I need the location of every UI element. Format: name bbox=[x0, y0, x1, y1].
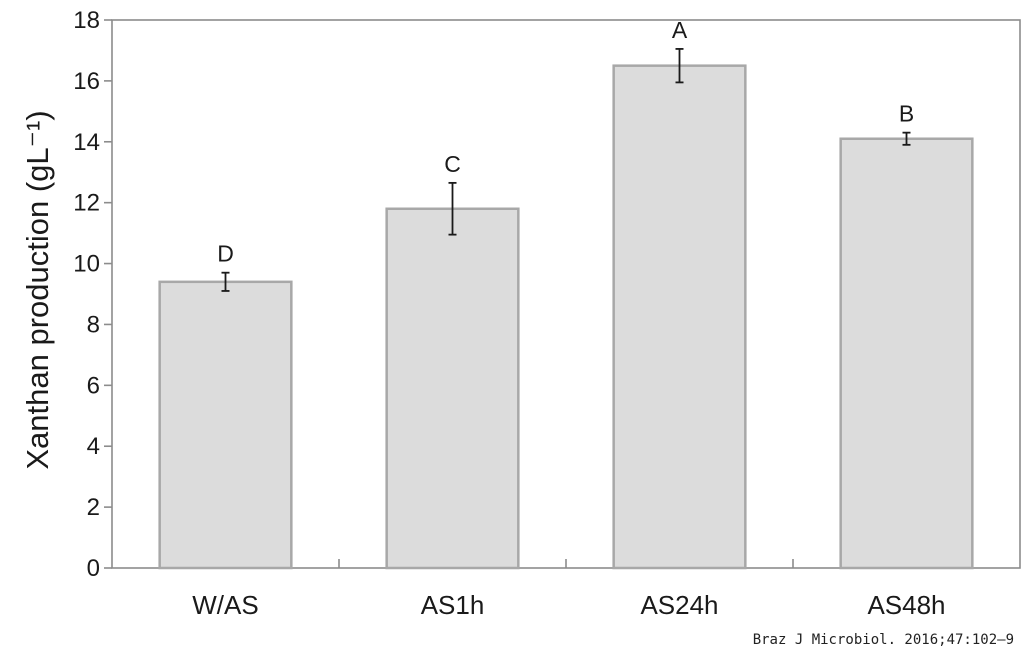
bar-w-as bbox=[158, 280, 293, 570]
error-bars bbox=[221, 48, 911, 292]
error-bar bbox=[902, 131, 911, 146]
significance-letter: B bbox=[899, 101, 914, 127]
y-tick-label: 12 bbox=[73, 190, 100, 217]
x-category-label: W/AS bbox=[192, 590, 258, 620]
x-category-label: AS24h bbox=[640, 590, 718, 620]
bar-as1h bbox=[385, 207, 520, 570]
x-category-label: AS1h bbox=[421, 590, 485, 620]
y-tick-label: 6 bbox=[87, 372, 100, 399]
error-bar bbox=[675, 48, 684, 84]
y-tick-label: 18 bbox=[73, 7, 100, 34]
x-category-label: AS48h bbox=[867, 590, 945, 620]
significance-letter: C bbox=[444, 151, 461, 177]
citation: Braz J Microbiol. 2016;47:102–9 bbox=[752, 632, 1014, 648]
significance-letter: D bbox=[217, 241, 234, 267]
bars bbox=[158, 64, 974, 570]
y-tick-label: 2 bbox=[87, 494, 100, 521]
y-tick-label: 4 bbox=[87, 433, 100, 460]
bar-as48h bbox=[839, 137, 974, 570]
y-tick-label: 16 bbox=[73, 68, 100, 95]
y-tick-label: 8 bbox=[87, 311, 100, 338]
error-bar bbox=[221, 271, 230, 292]
y-axis-label: Xanthan production (gL⁻¹) bbox=[20, 110, 55, 469]
error-bar bbox=[448, 181, 457, 236]
y-tick-label: 10 bbox=[73, 251, 100, 278]
significance-letter: A bbox=[672, 17, 688, 43]
labels: 0 2 4 6 8 10 12 14 16 18 W/AS AS1h AS24h AS48h D C A B bbox=[73, 7, 945, 620]
axes bbox=[104, 19, 1021, 569]
bar-as24h bbox=[612, 64, 747, 570]
y-tick-label: 0 bbox=[87, 555, 100, 582]
y-tick-label: 14 bbox=[73, 129, 100, 156]
